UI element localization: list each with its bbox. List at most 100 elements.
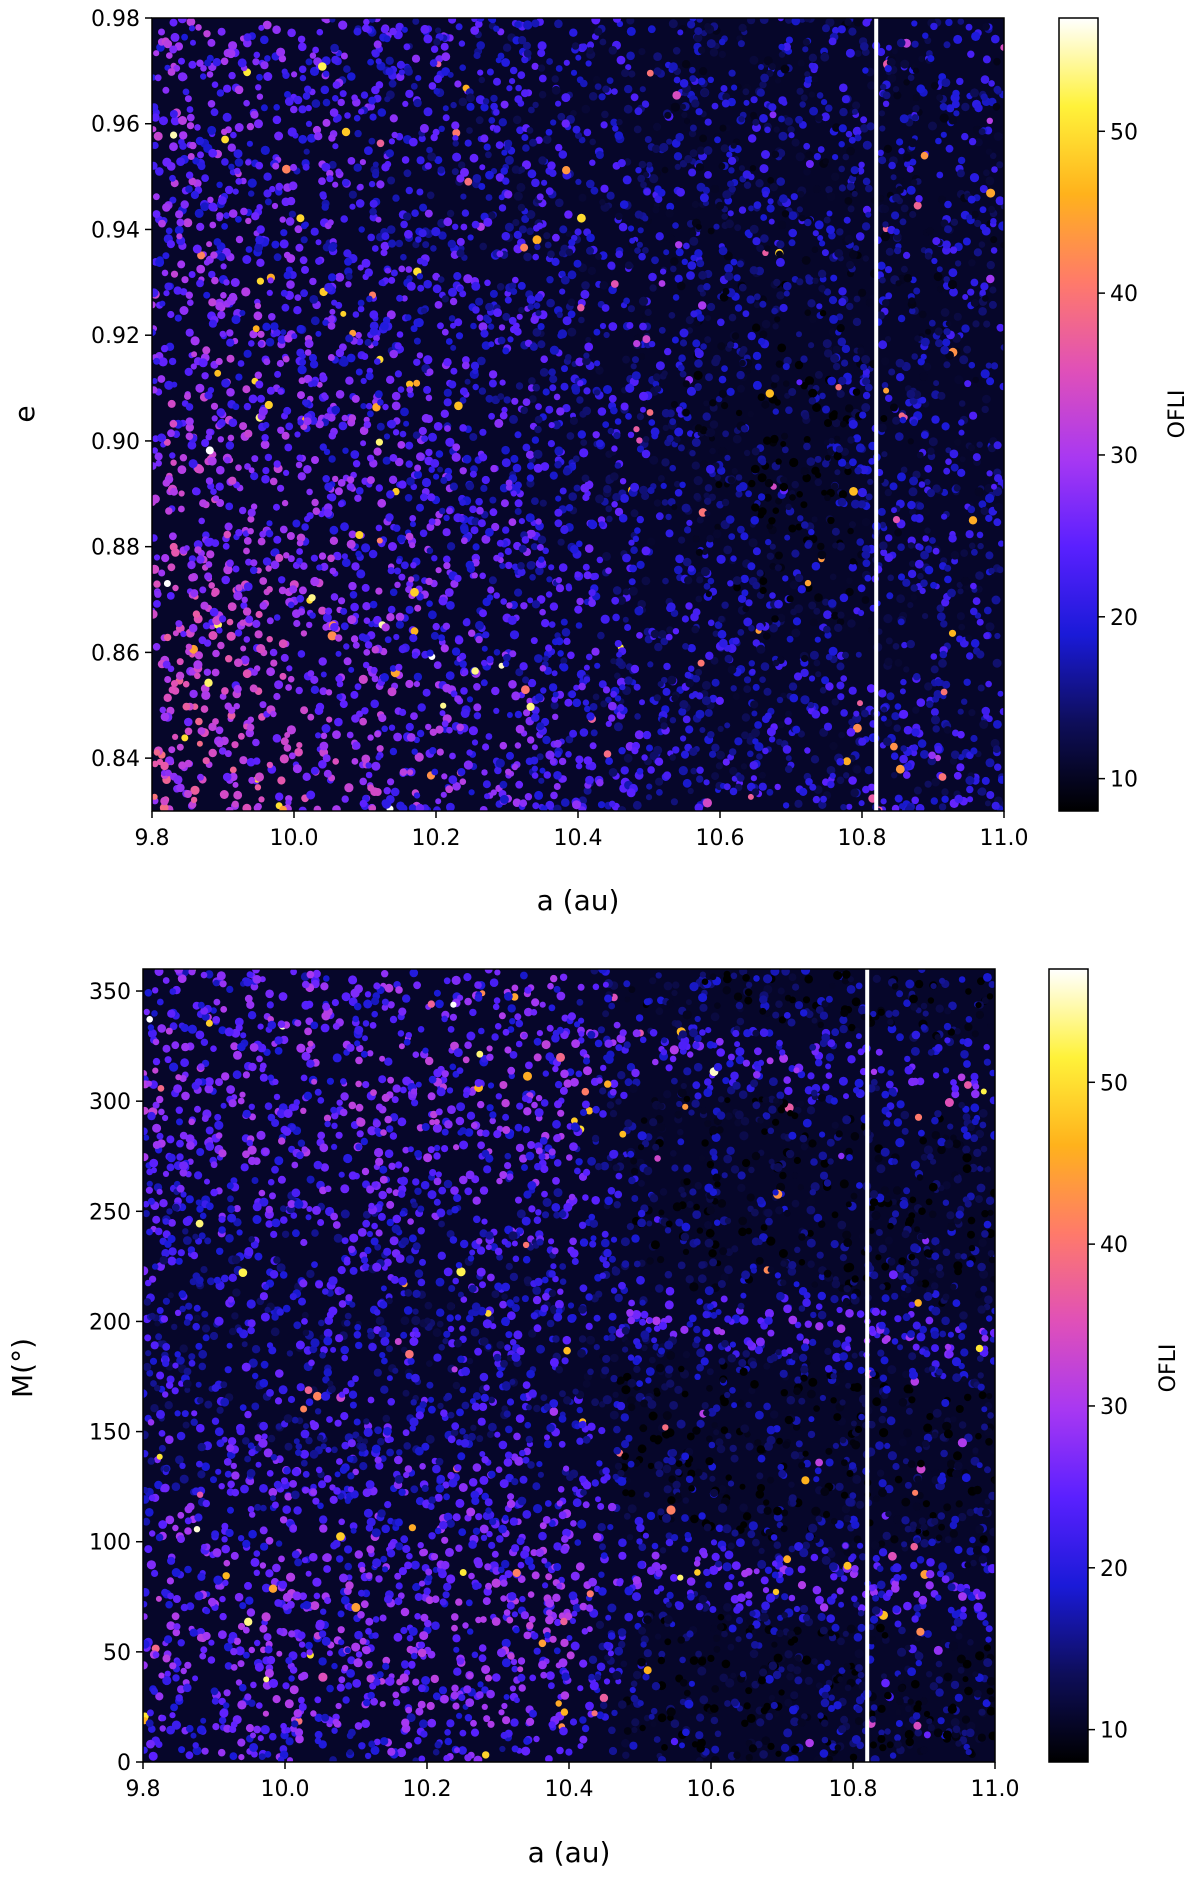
scatter-point xyxy=(626,18,635,25)
scatter-point xyxy=(433,473,440,480)
scatter-point xyxy=(636,413,645,421)
scatter-point xyxy=(841,359,849,367)
scatter-point xyxy=(336,693,343,700)
scatter-point xyxy=(426,649,434,657)
scatter-point xyxy=(277,388,284,395)
scatter-point xyxy=(376,422,385,431)
scatter-point xyxy=(892,86,900,93)
scatter-point xyxy=(311,456,319,464)
scatter-point xyxy=(239,756,248,765)
scatter-point xyxy=(713,223,720,230)
scatter-point xyxy=(750,700,759,709)
scatter-point xyxy=(253,51,261,59)
scatter-point xyxy=(398,573,406,581)
scatter-point xyxy=(652,144,661,154)
scatter-point xyxy=(814,370,823,379)
scatter-point xyxy=(718,446,727,456)
scatter-point xyxy=(153,357,161,365)
scatter-point xyxy=(262,557,272,566)
scatter-point xyxy=(321,203,329,211)
scatter-point xyxy=(431,768,439,776)
scatter-point xyxy=(537,340,546,349)
scatter-point xyxy=(882,221,889,228)
scatter-point xyxy=(780,692,787,699)
scatter-point xyxy=(311,379,318,387)
scatter-point xyxy=(706,540,714,548)
scatter-point xyxy=(760,234,769,243)
scatter-point xyxy=(196,264,206,274)
scatter-point xyxy=(298,65,307,74)
scatter-point xyxy=(231,315,241,325)
scatter-point xyxy=(528,106,535,114)
scatter-point xyxy=(428,82,437,90)
scatter-point xyxy=(445,671,455,680)
scatter-point xyxy=(386,613,395,622)
scatter-point xyxy=(288,181,298,191)
scatter-point xyxy=(674,274,683,283)
scatter-point xyxy=(937,391,946,400)
scatter-point xyxy=(934,678,943,687)
scatter-point xyxy=(847,527,854,535)
scatter-point xyxy=(416,156,425,165)
scatter-point xyxy=(340,522,349,532)
scatter-point xyxy=(957,588,964,595)
scatter-point xyxy=(158,569,166,577)
scatter-point xyxy=(646,161,653,168)
scatter-point xyxy=(947,588,956,598)
scatter-point xyxy=(248,190,255,197)
scatter-point xyxy=(615,212,623,221)
scatter-point xyxy=(533,463,543,473)
scatter-point xyxy=(292,519,301,528)
scatter-point xyxy=(446,507,453,515)
scatter-point xyxy=(749,668,756,675)
scatter-point xyxy=(459,778,467,785)
scatter-point xyxy=(437,322,444,330)
scatter-point xyxy=(754,363,762,371)
scatter-point xyxy=(772,323,779,330)
scatter-point xyxy=(275,553,284,563)
scatter-point xyxy=(410,627,419,636)
scatter-point xyxy=(499,794,509,804)
scatter-point xyxy=(216,627,223,634)
scatter-point xyxy=(996,566,1004,574)
scatter-point xyxy=(415,75,422,82)
scatter-point xyxy=(252,325,260,333)
scatter-point xyxy=(775,458,782,465)
scatter-point xyxy=(700,566,711,577)
scatter-point xyxy=(381,163,390,172)
scatter-point xyxy=(230,131,237,139)
scatter-point xyxy=(535,403,542,410)
scatter-point xyxy=(297,650,306,658)
scatter-point xyxy=(614,507,624,517)
scatter-point xyxy=(661,499,669,506)
scatter-point xyxy=(949,287,958,297)
scatter-point xyxy=(201,372,209,380)
scatter-point xyxy=(187,153,195,160)
scatter-point xyxy=(216,181,223,188)
scatter-point xyxy=(772,408,779,415)
scatter-point xyxy=(608,714,616,722)
scatter-point xyxy=(423,385,432,394)
scatter-point xyxy=(980,223,987,231)
scatter-point xyxy=(709,399,717,407)
scatter-point xyxy=(446,726,453,734)
scatter-point xyxy=(521,160,532,170)
scatter-point xyxy=(647,766,655,774)
scatter-point xyxy=(850,166,859,175)
scatter-point xyxy=(501,458,511,468)
scatter-point xyxy=(179,306,189,315)
scatter-point xyxy=(917,358,925,366)
scatter-point xyxy=(350,450,360,459)
scatter-point xyxy=(734,737,743,746)
scatter-point xyxy=(438,596,448,606)
scatter-point xyxy=(553,739,562,748)
scatter-point xyxy=(685,316,694,325)
scatter-point xyxy=(603,385,612,394)
scatter-point xyxy=(682,557,692,567)
scatter-point xyxy=(328,431,337,440)
scatter-point xyxy=(264,400,273,410)
scatter-point xyxy=(300,706,309,715)
scatter-point xyxy=(226,559,234,567)
scatter-point xyxy=(1000,125,1004,133)
scatter-point xyxy=(323,769,332,778)
